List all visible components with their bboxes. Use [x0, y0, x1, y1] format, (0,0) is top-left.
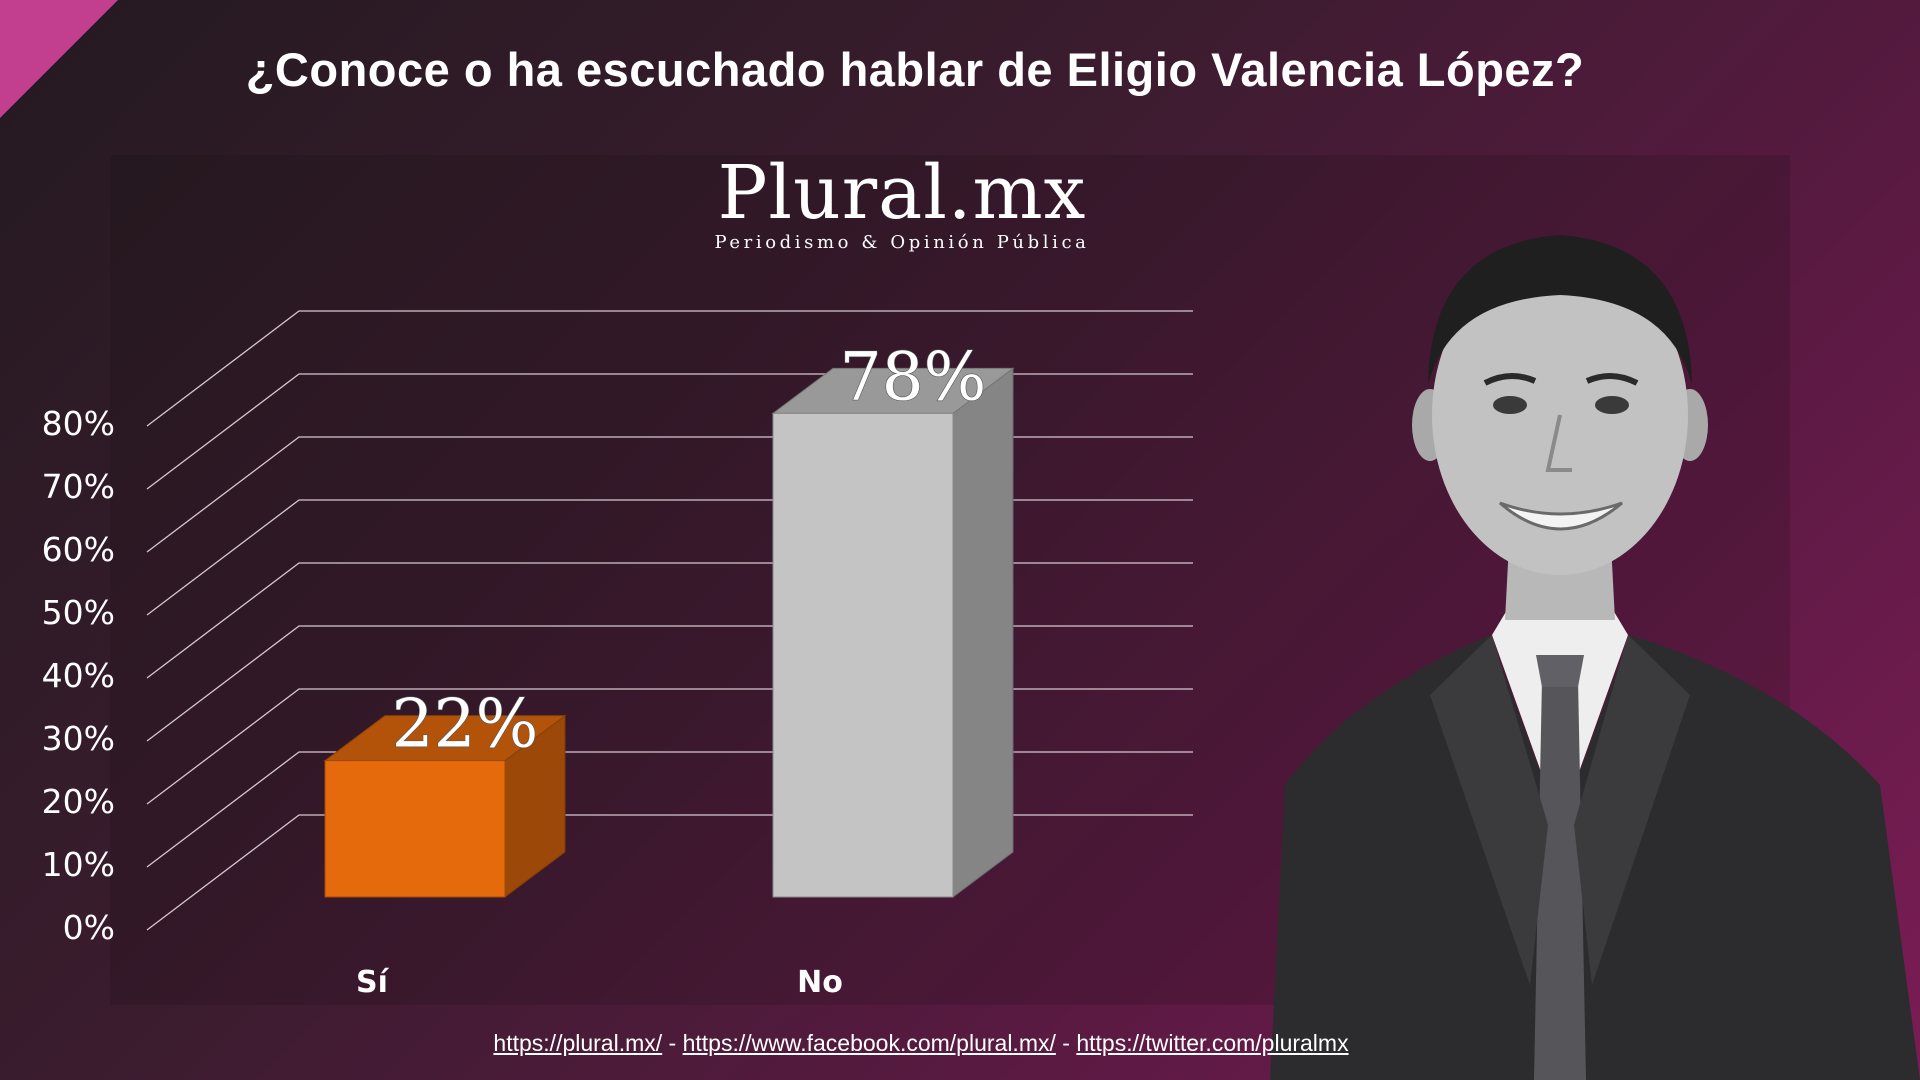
gridline: [146, 436, 1193, 553]
bar-front: [324, 760, 506, 898]
gridline: [146, 625, 1193, 742]
data-label: 78%: [840, 338, 987, 415]
y-tick-label: 80%: [42, 404, 115, 443]
footer-links: https://plural.mx/ - https://www.faceboo…: [0, 1030, 1842, 1057]
bar-side: [952, 367, 1014, 898]
plural-logo: Plural.mx Periodismo & Opinión Pública: [700, 150, 1104, 253]
logo-tagline: Periodismo & Opinión Pública: [714, 232, 1090, 253]
gridline: [146, 814, 1193, 931]
x-category-label: No: [797, 965, 843, 1000]
chart-title: ¿Conoce o ha escuchado hablar de Eligio …: [245, 43, 1585, 96]
footer-link-twitter[interactable]: https://twitter.com/pluralmx: [1076, 1030, 1349, 1056]
gridline: [146, 373, 1193, 490]
data-label: 22%: [392, 686, 539, 763]
y-tick-label: 10%: [42, 845, 115, 884]
y-tick-label: 70%: [42, 467, 115, 506]
bar-no: [771, 367, 1015, 898]
y-tick-label: 50%: [42, 593, 115, 632]
gridline: [146, 688, 1193, 805]
footer-separator: -: [662, 1030, 683, 1056]
gridline: [146, 310, 1193, 427]
gridline: [146, 562, 1193, 679]
corner-accent: [0, 0, 118, 118]
footer-separator: -: [1055, 1030, 1077, 1056]
y-tick-label: 60%: [42, 530, 115, 569]
y-tick-label: 40%: [42, 656, 115, 695]
y-tick-label: 30%: [42, 719, 115, 758]
gridline: [146, 499, 1193, 616]
logo-name: Plural.mx: [717, 150, 1087, 236]
bar-front: [772, 412, 954, 898]
x-category-label: Sí: [356, 965, 390, 1000]
bar-sí: [323, 714, 567, 898]
gridline: [146, 751, 1193, 868]
y-tick-label: 0%: [63, 908, 115, 947]
footer-link-website[interactable]: https://plural.mx/: [493, 1030, 663, 1056]
footer-link-facebook[interactable]: https://www.facebook.com/plural.mx/: [682, 1030, 1056, 1056]
y-tick-label: 20%: [42, 782, 115, 821]
person-photo: [1270, 235, 1920, 1080]
